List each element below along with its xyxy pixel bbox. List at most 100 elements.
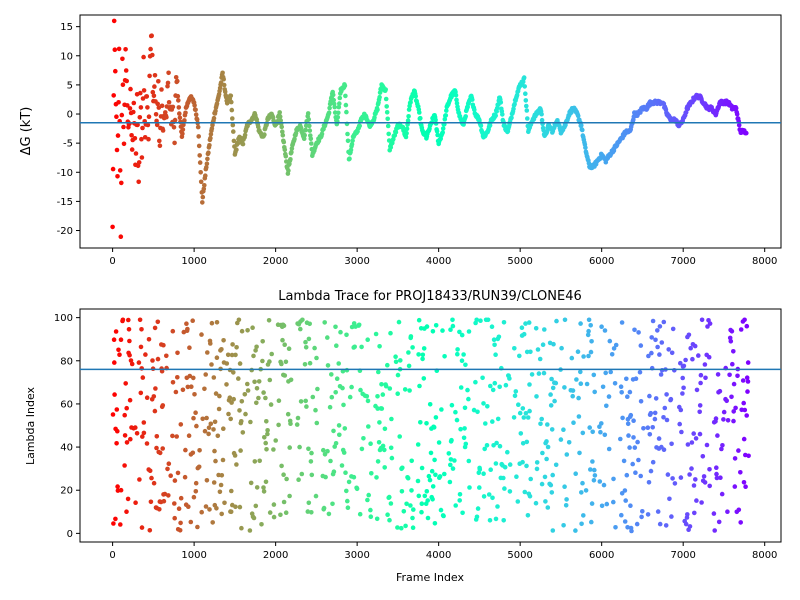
delta-g-point <box>335 115 341 120</box>
delta-g-point <box>152 73 158 78</box>
delta-g-point <box>453 92 459 98</box>
lambda-point <box>714 471 719 477</box>
lambda-point <box>678 360 683 366</box>
lambda-point <box>426 473 432 479</box>
lambda-point <box>254 386 260 391</box>
delta-g-point <box>197 153 202 158</box>
lambda-point <box>461 435 467 441</box>
lambda-point <box>173 389 179 395</box>
lambda-point <box>333 441 339 446</box>
lambda-point <box>161 498 167 504</box>
lambda-point <box>373 331 379 337</box>
lambda-point <box>377 420 382 425</box>
lambda-point <box>178 520 183 526</box>
lambda-point <box>549 376 554 382</box>
lambda-point <box>298 399 304 404</box>
lambda-point <box>457 498 463 503</box>
lambda-point <box>589 519 594 525</box>
lambda-point <box>127 352 132 358</box>
delta-g-point <box>292 136 297 142</box>
lambda-point <box>700 454 706 459</box>
lambda-point <box>611 476 616 482</box>
lambda-point <box>538 421 543 427</box>
lambda-point <box>170 328 176 334</box>
lambda-point <box>487 518 493 523</box>
lambda-point <box>337 432 342 438</box>
delta-g-point <box>201 186 207 192</box>
x-tick-label: 7000 <box>670 550 695 561</box>
lambda-point <box>497 384 503 390</box>
lambda-point <box>683 521 689 527</box>
lambda-point <box>653 337 658 343</box>
delta-g-point <box>463 114 469 119</box>
lambda-point <box>525 513 531 518</box>
lambda-point <box>147 468 153 474</box>
lambda-point <box>599 421 604 426</box>
delta-g-point <box>235 141 241 146</box>
lambda-point <box>475 409 480 415</box>
lambda-point <box>647 432 653 437</box>
lambda-point <box>217 393 222 399</box>
lambda-point <box>599 503 605 509</box>
lambda-point <box>430 329 436 334</box>
lambda-point <box>209 320 215 326</box>
lambda-point <box>633 376 639 382</box>
delta-g-point <box>131 100 137 106</box>
lambda-point <box>637 369 643 375</box>
lambda-point <box>627 445 632 450</box>
delta-g-point <box>110 166 116 172</box>
delta-g-point <box>284 159 289 164</box>
y-tick-label: 0 <box>67 529 73 540</box>
lambda-point <box>461 352 466 357</box>
lambda-point <box>205 350 210 355</box>
lambda-point <box>731 349 736 354</box>
lambda-point <box>537 356 543 362</box>
lambda-point <box>405 475 411 481</box>
lambda-point <box>440 328 445 333</box>
lambda-point <box>471 407 477 413</box>
lambda-point <box>395 391 401 397</box>
lambda-point <box>303 339 308 345</box>
lambda-point <box>697 403 703 408</box>
lambda-point <box>569 355 575 361</box>
delta-g-point <box>344 109 349 115</box>
lambda-point <box>278 512 283 518</box>
lambda-point <box>548 392 553 397</box>
lambda-point <box>728 339 734 344</box>
lambda-point <box>366 492 372 498</box>
delta-g-point <box>220 70 225 76</box>
delta-g-point <box>127 106 133 111</box>
lambda-point <box>490 419 495 424</box>
lambda-point <box>191 375 196 381</box>
lambda-point <box>166 493 171 498</box>
lambda-point <box>590 429 595 435</box>
delta-g-point <box>196 143 202 149</box>
lambda-point <box>233 352 238 358</box>
lambda-point <box>252 379 257 385</box>
lambda-point <box>219 511 224 517</box>
lambda-point <box>496 334 502 340</box>
lambda-point <box>262 435 267 440</box>
lambda-point <box>208 421 214 427</box>
lambda-point <box>127 397 133 403</box>
delta-g-point <box>116 46 122 52</box>
lambda-point <box>234 345 239 350</box>
lambda-point <box>520 459 525 465</box>
lambda-point <box>247 528 253 533</box>
lambda-point <box>283 359 289 365</box>
delta-g-point <box>120 56 125 62</box>
lambda-point <box>344 367 350 373</box>
lambda-point <box>507 376 512 381</box>
delta-g-point <box>308 136 314 142</box>
lambda-point <box>185 384 191 390</box>
lambda-point <box>731 381 737 387</box>
lambda-point <box>731 418 736 424</box>
lambda-point <box>253 400 259 406</box>
lambda-point <box>725 418 731 423</box>
delta-g-point <box>146 114 152 119</box>
lambda-point <box>368 441 373 447</box>
x-tick-label: 8000 <box>752 550 777 561</box>
lambda-point <box>410 515 415 521</box>
lambda-point <box>149 475 154 481</box>
lambda-point <box>694 387 700 393</box>
